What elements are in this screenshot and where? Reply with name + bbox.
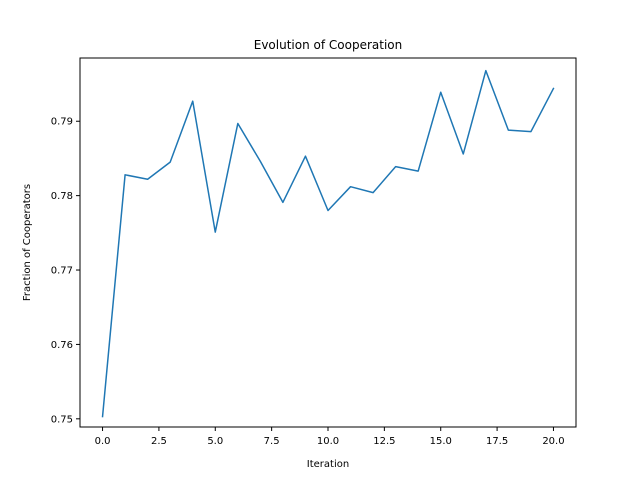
y-axis-title: Fraction of Cooperators: [22, 184, 33, 301]
x-tick-label: 10.0: [317, 436, 339, 447]
plot-frame: [79, 57, 577, 428]
x-tick-label: 7.5: [264, 436, 280, 447]
x-tick-label: 20.0: [542, 436, 564, 447]
y-tick-label: 0.79: [51, 117, 73, 128]
y-tick-label: 0.76: [51, 340, 73, 351]
x-tick-label: 17.5: [486, 436, 508, 447]
series-line: [101, 69, 555, 418]
y-tick-label: 0.77: [51, 266, 73, 277]
y-axis-ticks: 0.75 0.76 0.77 0.78 0.79: [51, 117, 80, 425]
x-axis-ticks: 0.0 2.5 5.0 7.5 10.0 12.5 15.0 17.5 20.0: [95, 427, 565, 447]
x-tick-label: 0.0: [95, 436, 111, 447]
y-tick-label: 0.78: [51, 191, 73, 202]
chart-title: Evolution of Cooperation: [254, 38, 402, 52]
y-tick-label: 0.75: [51, 414, 73, 425]
x-tick-label: 5.0: [207, 436, 223, 447]
x-tick-label: 12.5: [373, 436, 395, 447]
series-layer: [101, 69, 555, 418]
x-axis-title: Iteration: [307, 459, 349, 470]
x-tick-label: 15.0: [430, 436, 452, 447]
x-tick-label: 2.5: [151, 436, 167, 447]
